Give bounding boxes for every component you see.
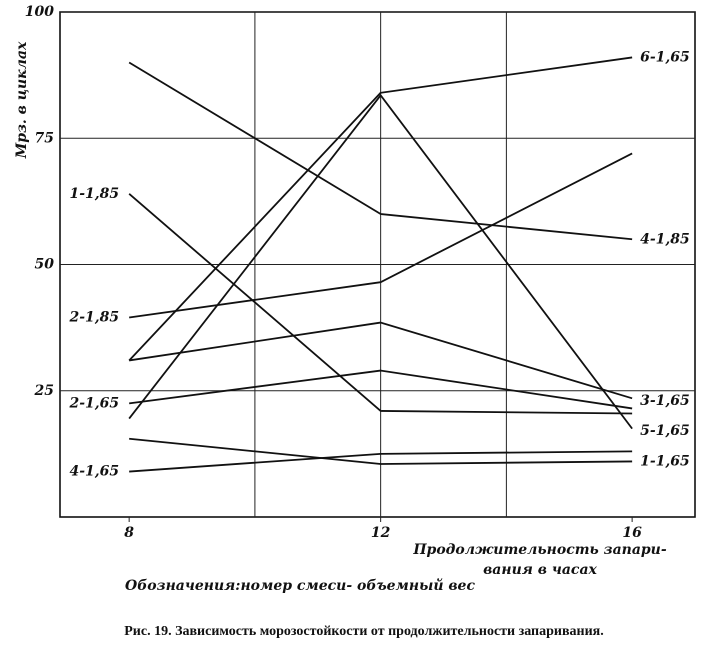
note: Обозначения:номер смеси- объемный вес — [125, 577, 475, 594]
series-line — [128, 94, 633, 430]
x-tick-label: 16 — [622, 525, 642, 541]
y-axis-label: Мрз. в циклах — [14, 41, 30, 159]
series-line — [129, 450, 633, 473]
y-tick-label: 50 — [35, 257, 55, 273]
annotation: 6-1,65 — [640, 49, 690, 65]
series-line — [128, 61, 633, 241]
caption: Рис. 19. Зависимость морозостойкости от … — [124, 624, 603, 639]
series-line — [129, 437, 633, 465]
series-line — [129, 369, 633, 410]
series-line — [129, 321, 633, 400]
annotation: 3-1,65 — [640, 393, 690, 409]
x-tick-label: 12 — [371, 525, 391, 541]
y-tick-label: 75 — [35, 130, 54, 146]
annotation: 4-1,65 — [70, 464, 120, 480]
series-line — [128, 56, 633, 362]
annotation: 1-1,85 — [70, 186, 120, 202]
series-line — [128, 193, 633, 415]
annotation: 5-1,65 — [640, 423, 690, 439]
y-tick-label: 100 — [25, 4, 54, 20]
annotation: 2-1,65 — [69, 395, 120, 411]
annotation: 4-1,85 — [640, 231, 690, 247]
series-line — [129, 152, 633, 319]
annotation: 1-1,65 — [640, 453, 690, 469]
x-tick-label: 8 — [124, 525, 134, 541]
y-tick-label: 25 — [34, 383, 54, 399]
annotation: 2-1,85 — [69, 310, 120, 326]
x-axis-label: вания в часах — [483, 562, 597, 578]
x-axis-label: Продолжительность запари- — [412, 542, 667, 558]
